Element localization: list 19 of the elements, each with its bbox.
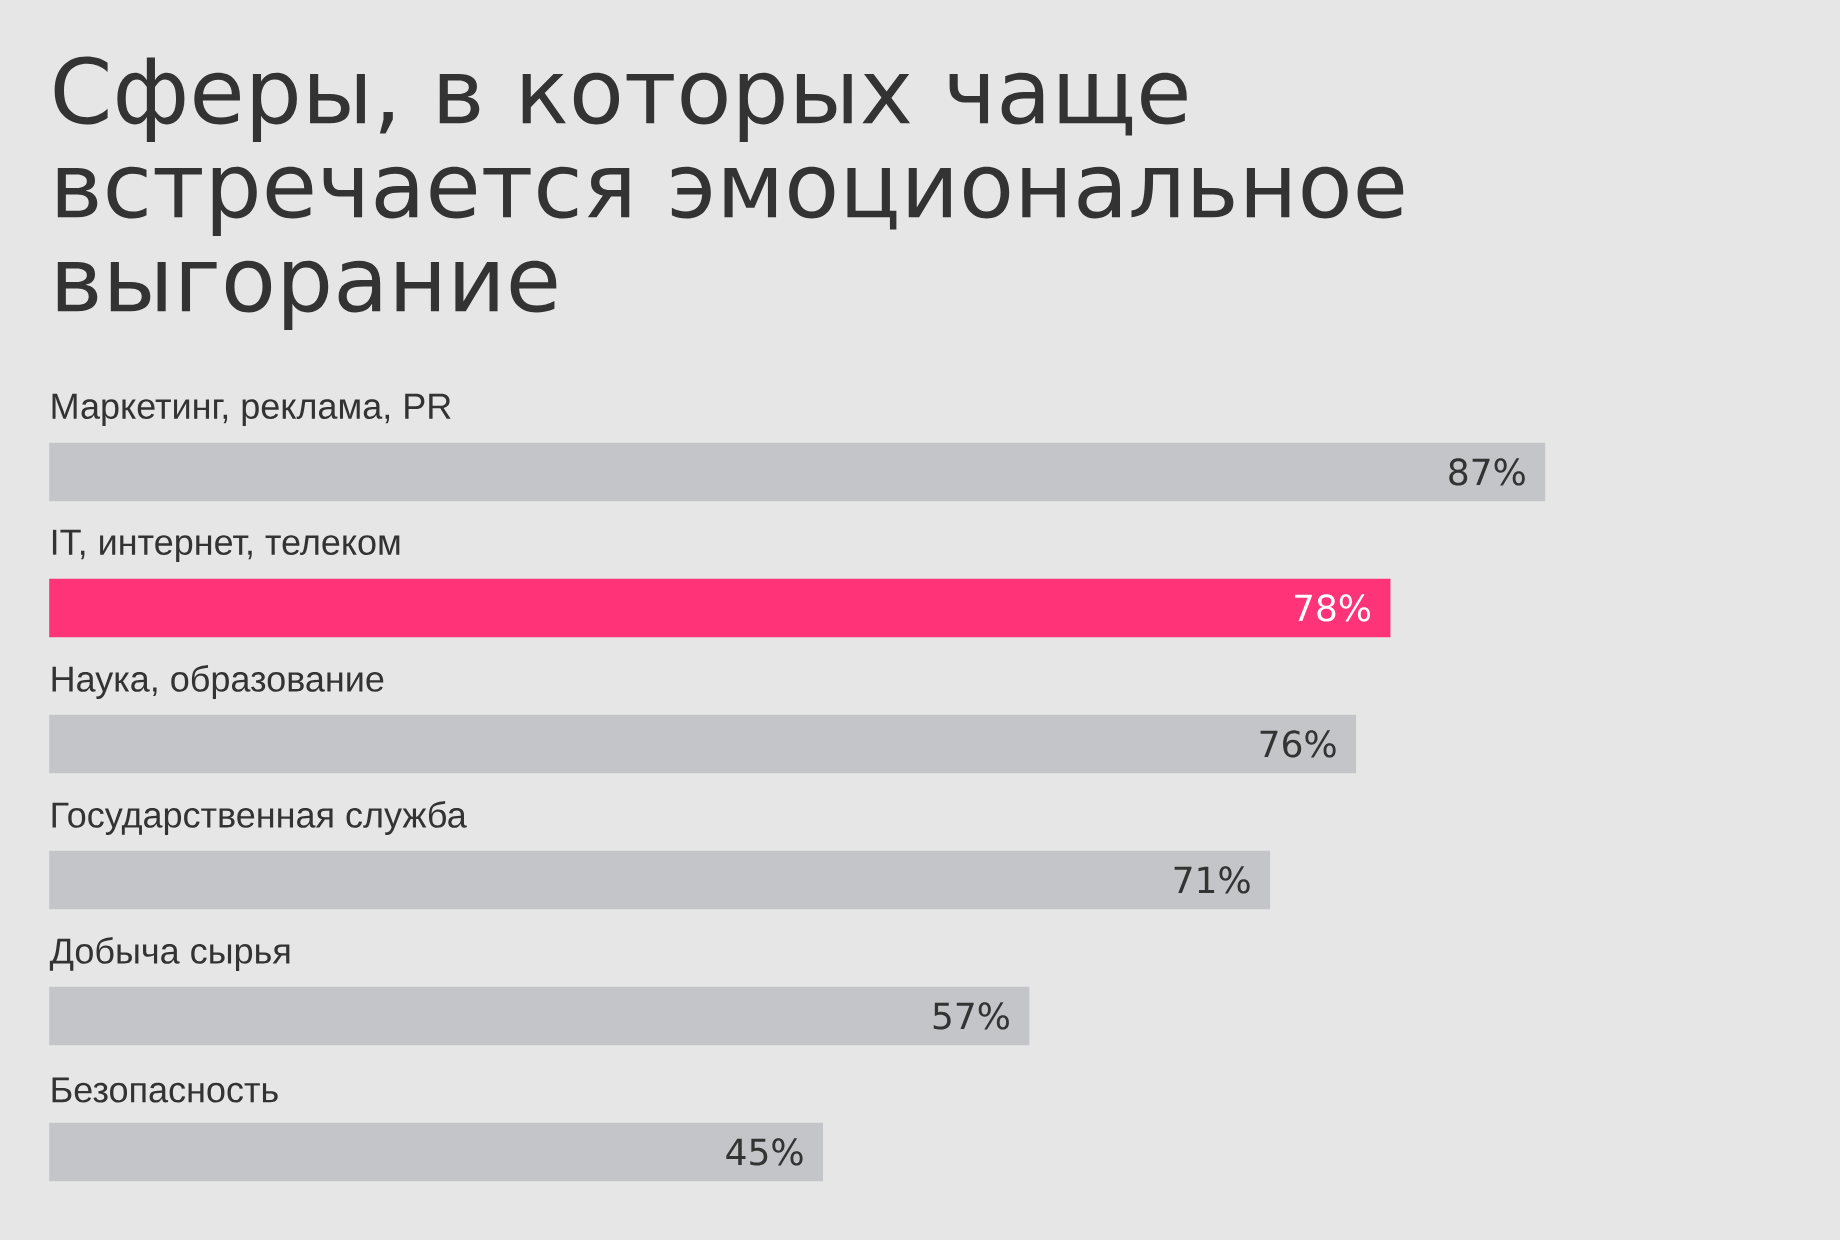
data-label: 78%: [1294, 594, 1371, 622]
y-tick-label: Маркетинг, реклама, PR: [52, 393, 451, 427]
bar: [49, 578, 1391, 638]
y-tick-label: Наука, образование: [52, 665, 384, 699]
bar: [49, 714, 1357, 774]
data-label: 71%: [1174, 866, 1250, 894]
data-label: 87%: [1449, 458, 1525, 486]
bar: [49, 850, 1271, 910]
y-tick-label: Государственная служба: [52, 801, 467, 835]
data-label: 76%: [1260, 730, 1336, 758]
bar: [49, 442, 1546, 502]
chart-title: Сферы, в которых чаще встречается эмоциональное выгорание: [54, 56, 1404, 330]
bar: [49, 1122, 824, 1182]
y-tick-label: Безопасность: [52, 1077, 278, 1103]
bar: [49, 986, 1030, 1046]
y-tick-label: IT, интернет, телеком: [52, 529, 400, 563]
data-label: 45%: [726, 1138, 803, 1166]
data-label: 57%: [933, 1002, 1009, 1030]
y-tick-label: Добыча сырья: [49, 937, 290, 971]
